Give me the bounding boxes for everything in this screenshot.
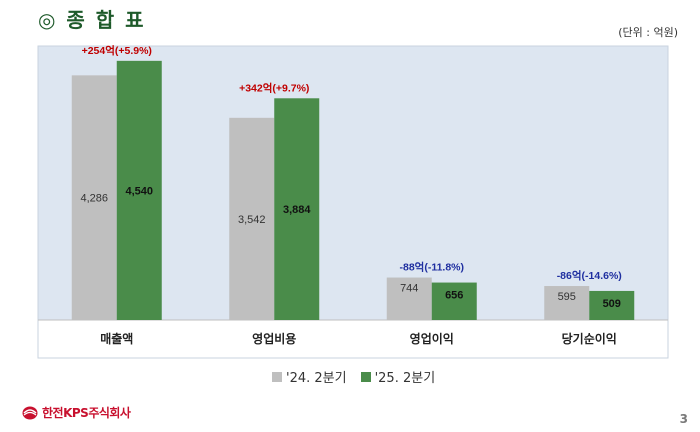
kps-logo-icon (22, 406, 38, 419)
legend-swatch-curr (360, 371, 371, 382)
company-logo: 한전KPS주식회사 (22, 404, 131, 421)
change-label: -88억(-11.8%) (399, 262, 464, 274)
legend-item-curr: '25. 2분기 (360, 367, 436, 386)
bar-prev (544, 286, 590, 320)
bar-prev (229, 117, 275, 320)
change-label: +254억(+5.9%) (82, 45, 152, 57)
bar-curr (274, 98, 320, 320)
legend-swatch-prev (272, 371, 282, 382)
category-label: 매출액 (100, 331, 133, 346)
unit-label: (단위 : 억원) (618, 26, 678, 39)
legend-label-curr: '25. 2분기 (374, 371, 436, 386)
chart-legend: '24. 2분기 '25. 2분기 (272, 367, 435, 386)
data-label-prev: 4,286 (80, 193, 108, 205)
page-title: ◎ 종 합 표 (38, 8, 146, 32)
data-label-curr: 509 (603, 298, 621, 310)
data-label-prev: 595 (558, 291, 576, 303)
page-number: 3 (679, 412, 688, 426)
category-label: 영업이익 (410, 331, 454, 346)
bar-curr (116, 60, 162, 320)
bar-curr (589, 290, 635, 320)
chart-frame (37, 45, 669, 359)
bar-curr (431, 282, 477, 320)
change-label: -86억(-14.6%) (557, 270, 622, 282)
bar-prev (386, 277, 432, 320)
data-label-curr: 656 (445, 290, 463, 302)
data-label-curr: 3,884 (283, 204, 311, 216)
company-name: 한전KPS주식회사 (42, 406, 131, 420)
data-label-prev: 3,542 (238, 214, 266, 226)
category-label: 영업비용 (252, 331, 296, 346)
legend-label-prev: '24. 2분기 (286, 371, 347, 386)
bar-prev (71, 75, 117, 320)
legend-item-prev: '24. 2분기 (272, 367, 347, 386)
change-label: +342억(+9.7%) (239, 82, 309, 94)
data-label-curr: 4,540 (125, 185, 153, 197)
category-label: 당기순이익 (562, 331, 617, 346)
data-label-prev: 744 (400, 283, 418, 295)
